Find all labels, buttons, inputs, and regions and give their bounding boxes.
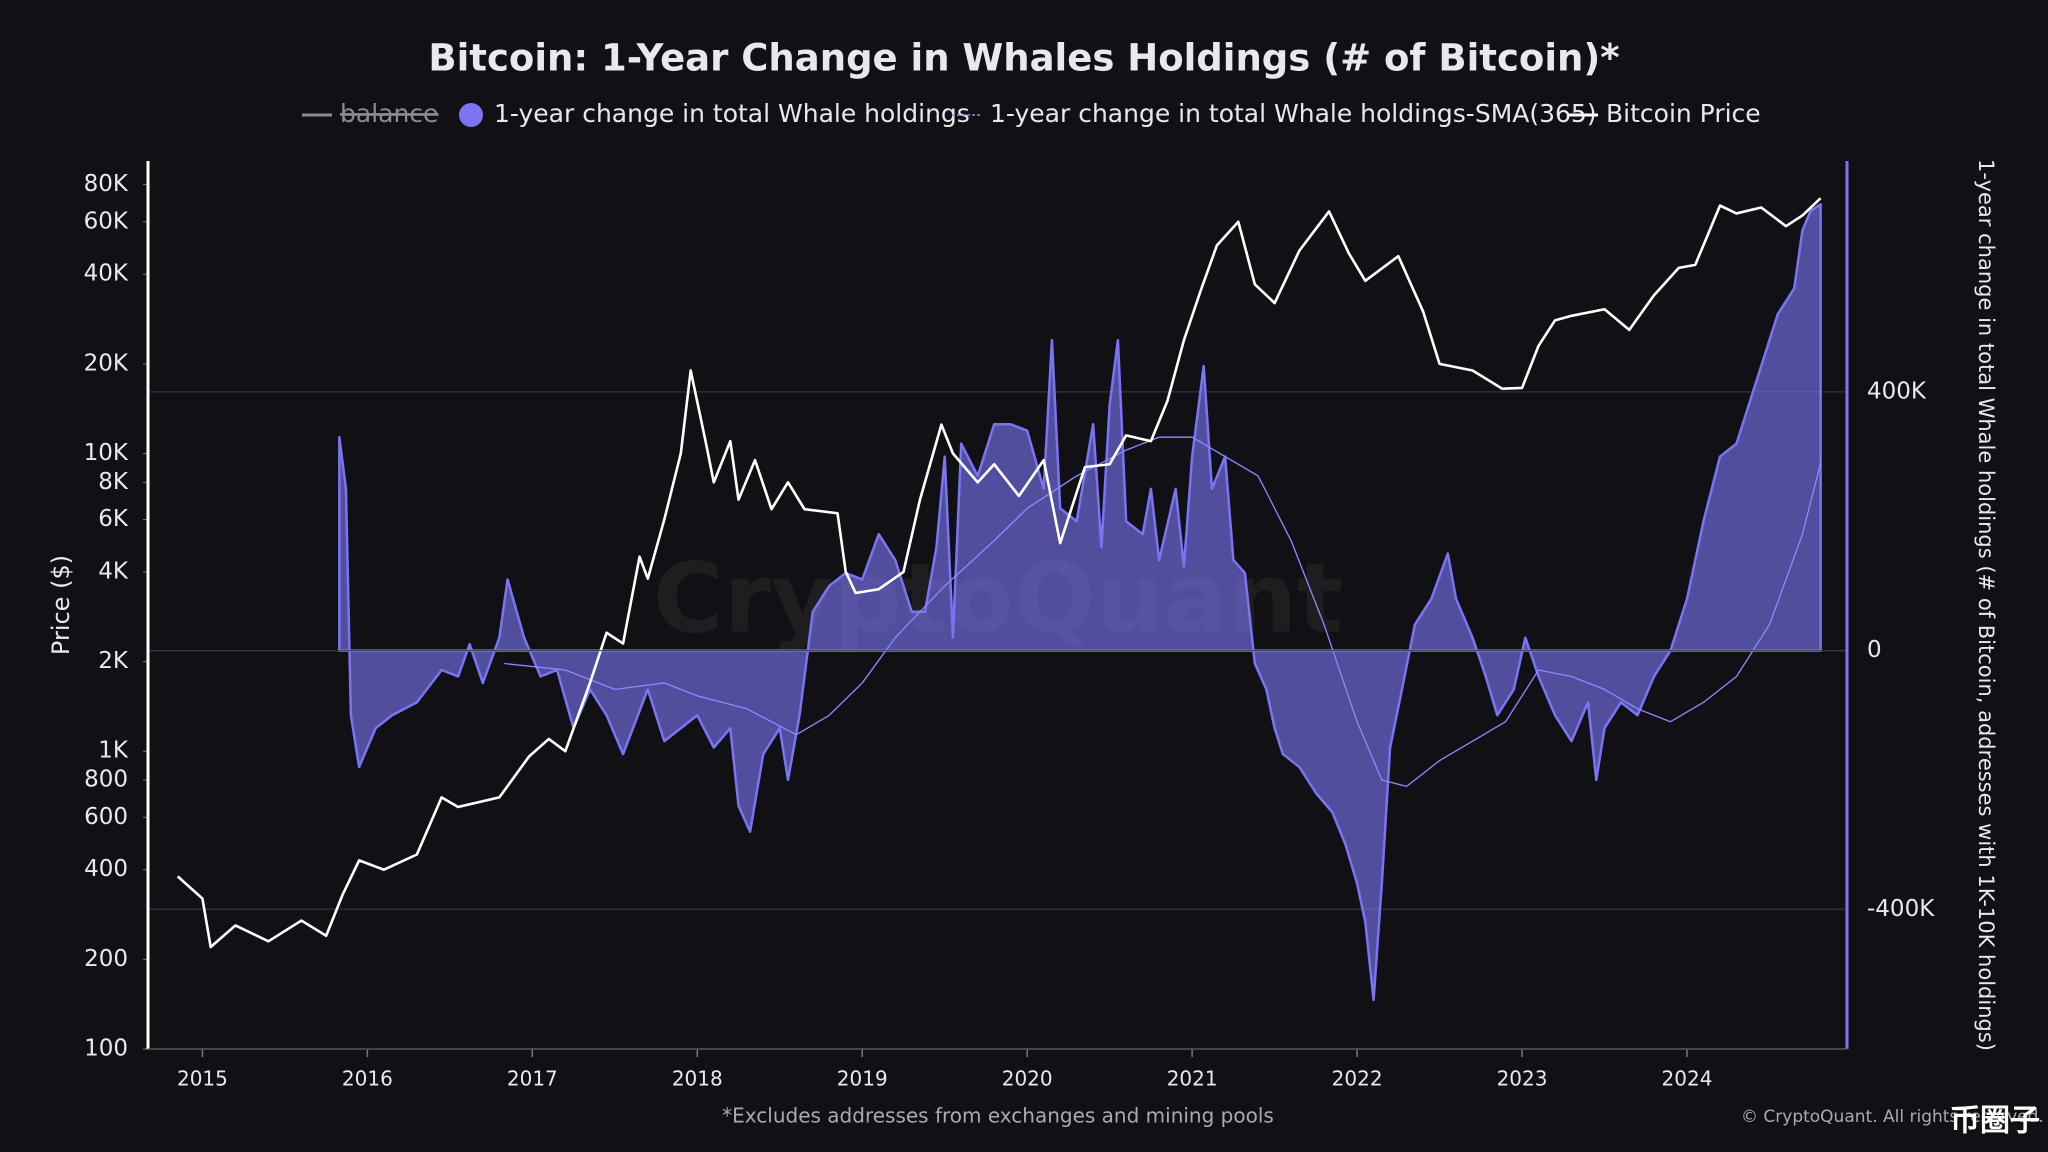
x-tick-label: 2022 xyxy=(1332,1067,1383,1091)
y-tick-label: 2K xyxy=(98,648,129,674)
x-tick-label: 2020 xyxy=(1002,1067,1053,1091)
y2-tick-label: 0 xyxy=(1867,637,1882,663)
legend-label: Bitcoin Price xyxy=(1606,99,1761,128)
x-tick-label: 2015 xyxy=(177,1067,228,1091)
watermark-logo: 币圈子 xyxy=(1950,1104,2040,1139)
y-tick-label: 200 xyxy=(84,946,128,972)
y-tick-label: 800 xyxy=(84,767,128,793)
y-axis-label: Price ($) xyxy=(47,555,75,655)
legend-label: 1-year change in total Whale holdings-SM… xyxy=(990,99,1597,128)
legend-swatch xyxy=(459,103,483,127)
y-tick-label: 100 xyxy=(84,1036,128,1062)
y2-axis-label: 1-year change in total Whale holdings (#… xyxy=(1974,159,1998,1051)
x-tick-label: 2023 xyxy=(1497,1067,1548,1091)
y-tick-label: 400 xyxy=(84,856,128,882)
y-tick-label: 20K xyxy=(84,350,129,376)
chart-title: Bitcoin: 1-Year Change in Whales Holding… xyxy=(428,37,1619,80)
y-tick-label: 4K xyxy=(98,558,129,584)
y2-tick-label: 400K xyxy=(1867,378,1927,404)
legend: balance 1-year change in total Whale hold… xyxy=(302,99,1761,128)
y-tick-label: 1K xyxy=(98,738,129,764)
footnote: *Excludes addresses from exchanges and m… xyxy=(722,1104,1274,1128)
x-tick-label: 2021 xyxy=(1167,1067,1218,1091)
line xyxy=(504,436,1822,788)
y-tick-label: 6K xyxy=(98,506,129,532)
y-tick-label: 80K xyxy=(84,171,129,197)
x-tick-label: 2024 xyxy=(1662,1067,1713,1091)
legend-label: 1-year change in total Whale holdings xyxy=(494,99,970,128)
x-tick-label: 2018 xyxy=(672,1067,723,1091)
y-tick-label: 600 xyxy=(84,804,128,830)
x-tick-label: 2016 xyxy=(342,1067,393,1091)
line xyxy=(176,197,1822,949)
y-tick-label: 40K xyxy=(84,261,129,287)
area xyxy=(338,203,1822,1002)
plot-area xyxy=(176,197,1822,1002)
y2-tick-label: -400K xyxy=(1867,896,1935,922)
y-tick-label: 10K xyxy=(84,440,129,466)
x-tick-label: 2019 xyxy=(837,1067,888,1091)
y-tick-label: 60K xyxy=(84,208,129,234)
x-tick-label: 2017 xyxy=(507,1067,558,1091)
legend-label: balance xyxy=(340,99,438,128)
credit: © CryptoQuant. All rights reserved. xyxy=(1741,1107,2044,1127)
y-tick-label: 8K xyxy=(98,469,129,495)
